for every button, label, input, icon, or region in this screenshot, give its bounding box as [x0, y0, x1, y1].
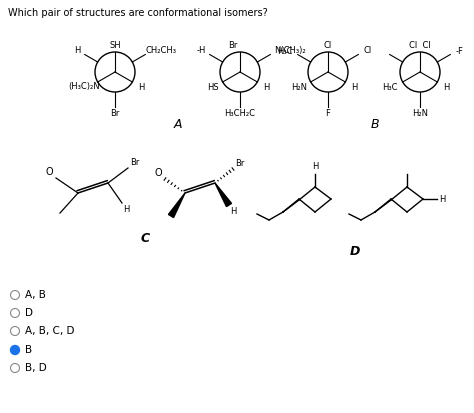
Text: F: F [326, 109, 330, 118]
Text: H₂N: H₂N [412, 109, 428, 119]
Text: H₂N: H₂N [291, 83, 307, 92]
Text: H: H [74, 46, 81, 55]
Text: CH₂CH₃: CH₂CH₃ [146, 46, 177, 55]
Text: -H: -H [197, 46, 206, 55]
Text: Br: Br [110, 109, 120, 118]
Circle shape [10, 346, 19, 354]
Text: B: B [25, 345, 32, 355]
Text: B: B [371, 118, 379, 131]
Text: H: H [312, 162, 318, 171]
Text: D: D [350, 245, 360, 258]
Text: A, B, C, D: A, B, C, D [25, 326, 74, 336]
Text: Which pair of structures are conformational isomers?: Which pair of structures are conformatio… [8, 8, 268, 18]
Text: H₃CH₂C: H₃CH₂C [225, 109, 255, 119]
Text: H: H [263, 83, 270, 92]
Text: O: O [155, 168, 162, 178]
Text: Cl  Cl: Cl Cl [409, 40, 431, 50]
Text: Br: Br [130, 158, 139, 167]
Text: H: H [351, 83, 357, 92]
Text: H₃C: H₃C [382, 83, 397, 92]
Text: H: H [230, 207, 237, 216]
Text: H: H [123, 205, 129, 214]
Text: Cl: Cl [363, 46, 372, 55]
Text: H₃C: H₃C [277, 47, 292, 56]
Polygon shape [168, 193, 185, 218]
Text: A, B: A, B [25, 290, 46, 300]
Polygon shape [215, 183, 231, 206]
Text: O: O [46, 167, 53, 177]
Text: B, D: B, D [25, 363, 46, 373]
Text: D: D [25, 308, 33, 318]
Text: (H₃C)₂N: (H₃C)₂N [68, 83, 100, 92]
Text: H: H [138, 83, 145, 92]
Text: N(CH₃)₂: N(CH₃)₂ [274, 46, 306, 55]
Text: C: C [140, 232, 150, 245]
Text: A: A [174, 118, 182, 131]
Text: Br: Br [228, 41, 237, 50]
Text: -F: -F [456, 47, 463, 56]
Text: Cl: Cl [324, 41, 332, 50]
Text: H: H [439, 195, 446, 204]
Text: HS: HS [207, 83, 219, 92]
Text: Br: Br [235, 159, 245, 168]
Text: SH: SH [109, 41, 121, 50]
Text: H: H [443, 83, 449, 92]
